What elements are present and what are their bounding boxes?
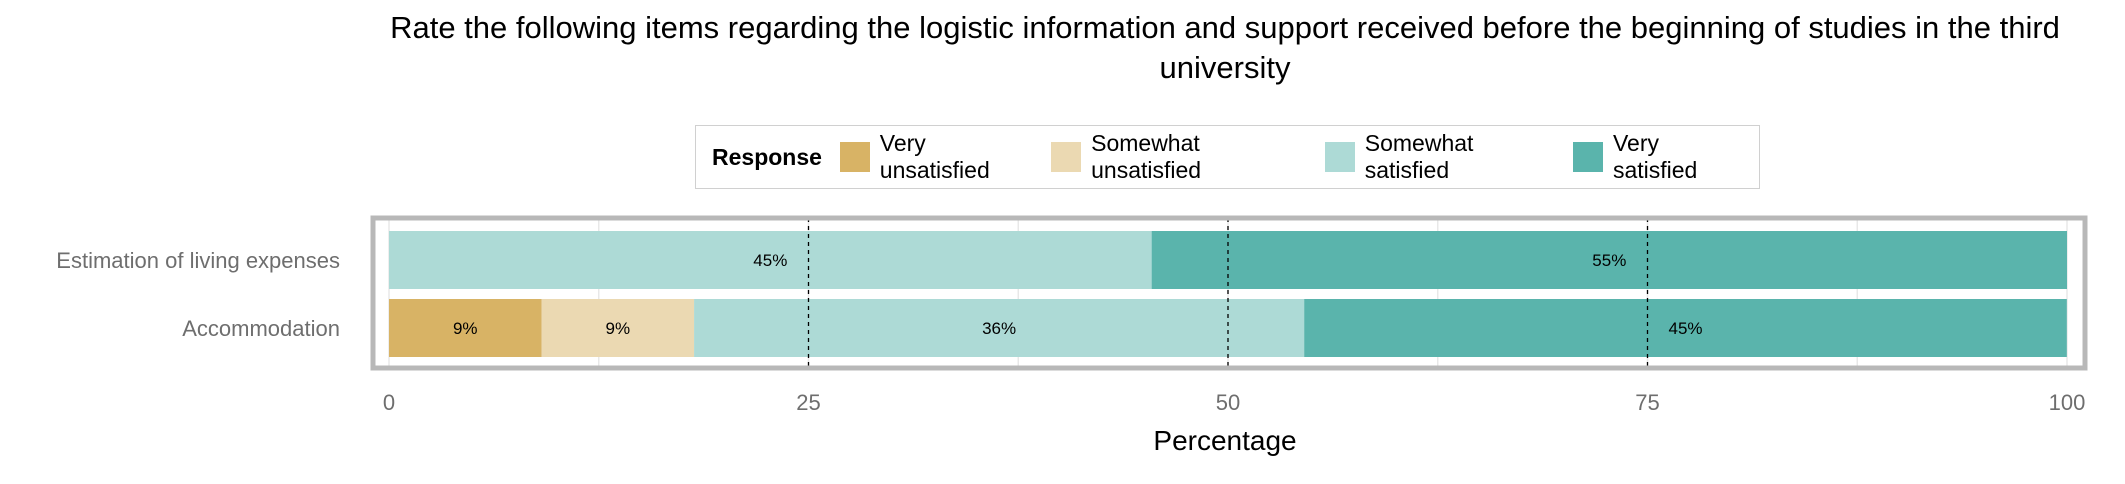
chart-title: Rate the following items regarding the l… [390, 10, 2060, 85]
legend-item-very-unsatisfied: Very unsatisfied [839, 130, 1041, 184]
panel-border [370, 215, 2088, 371]
legend-swatch-somewhat-satisfied [1324, 142, 1355, 172]
legend-label-somewhat-satisfied: Somewhat satisfied [1364, 130, 1474, 183]
bar-accommodation-very-unsatisfied [389, 299, 542, 357]
data-label: 9% [606, 319, 631, 338]
bar-accommodation-somewhat-unsatisfied [541, 299, 695, 357]
legend-item-somewhat-unsatisfied: Somewhat unsatisfied [1051, 130, 1315, 184]
legend: Response Very unsatisfied Somewhat unsat… [695, 125, 1760, 189]
bar-accommodation-somewhat-satisfied [694, 299, 1305, 357]
data-label: 36% [982, 319, 1016, 338]
legend-swatch-very-satisfied [1573, 142, 1603, 172]
bar-estimation-of-living-expenses-very-satisfied [1151, 231, 2067, 289]
x-tick-label: 0 [383, 390, 395, 415]
legend-label-somewhat-unsatisfied: Somewhat unsatisfied [1091, 130, 1202, 183]
legend-label-very-unsatisfied: Very unsatisfied [879, 130, 990, 183]
y-tick-label: Accommodation [182, 316, 340, 341]
data-label: 9% [453, 319, 478, 338]
x-tick-label: 75 [1635, 390, 1659, 415]
x-tick-label: 25 [796, 390, 820, 415]
data-label: 55% [1592, 251, 1626, 270]
x-tick-label: 50 [1216, 390, 1240, 415]
legend-title: Response [712, 143, 822, 170]
bar-estimation-of-living-expenses-somewhat-satisfied [389, 231, 1152, 289]
legend-item-somewhat-satisfied: Somewhat satisfied [1324, 130, 1563, 184]
legend-swatch-somewhat-unsatisfied [1051, 142, 1082, 172]
legend-label-very-satisfied: Very satisfied [1612, 130, 1698, 183]
bar-accommodation-very-satisfied [1304, 299, 2067, 357]
legend-swatch-very-unsatisfied [839, 142, 870, 172]
x-axis-label: Percentage [1153, 425, 1297, 456]
data-label: 45% [1668, 319, 1702, 338]
legend-item-very-satisfied: Very satisfied [1573, 130, 1749, 184]
data-label: 45% [753, 251, 787, 270]
x-tick-label: 100 [2049, 390, 2086, 415]
y-tick-label: Estimation of living expenses [56, 248, 340, 273]
